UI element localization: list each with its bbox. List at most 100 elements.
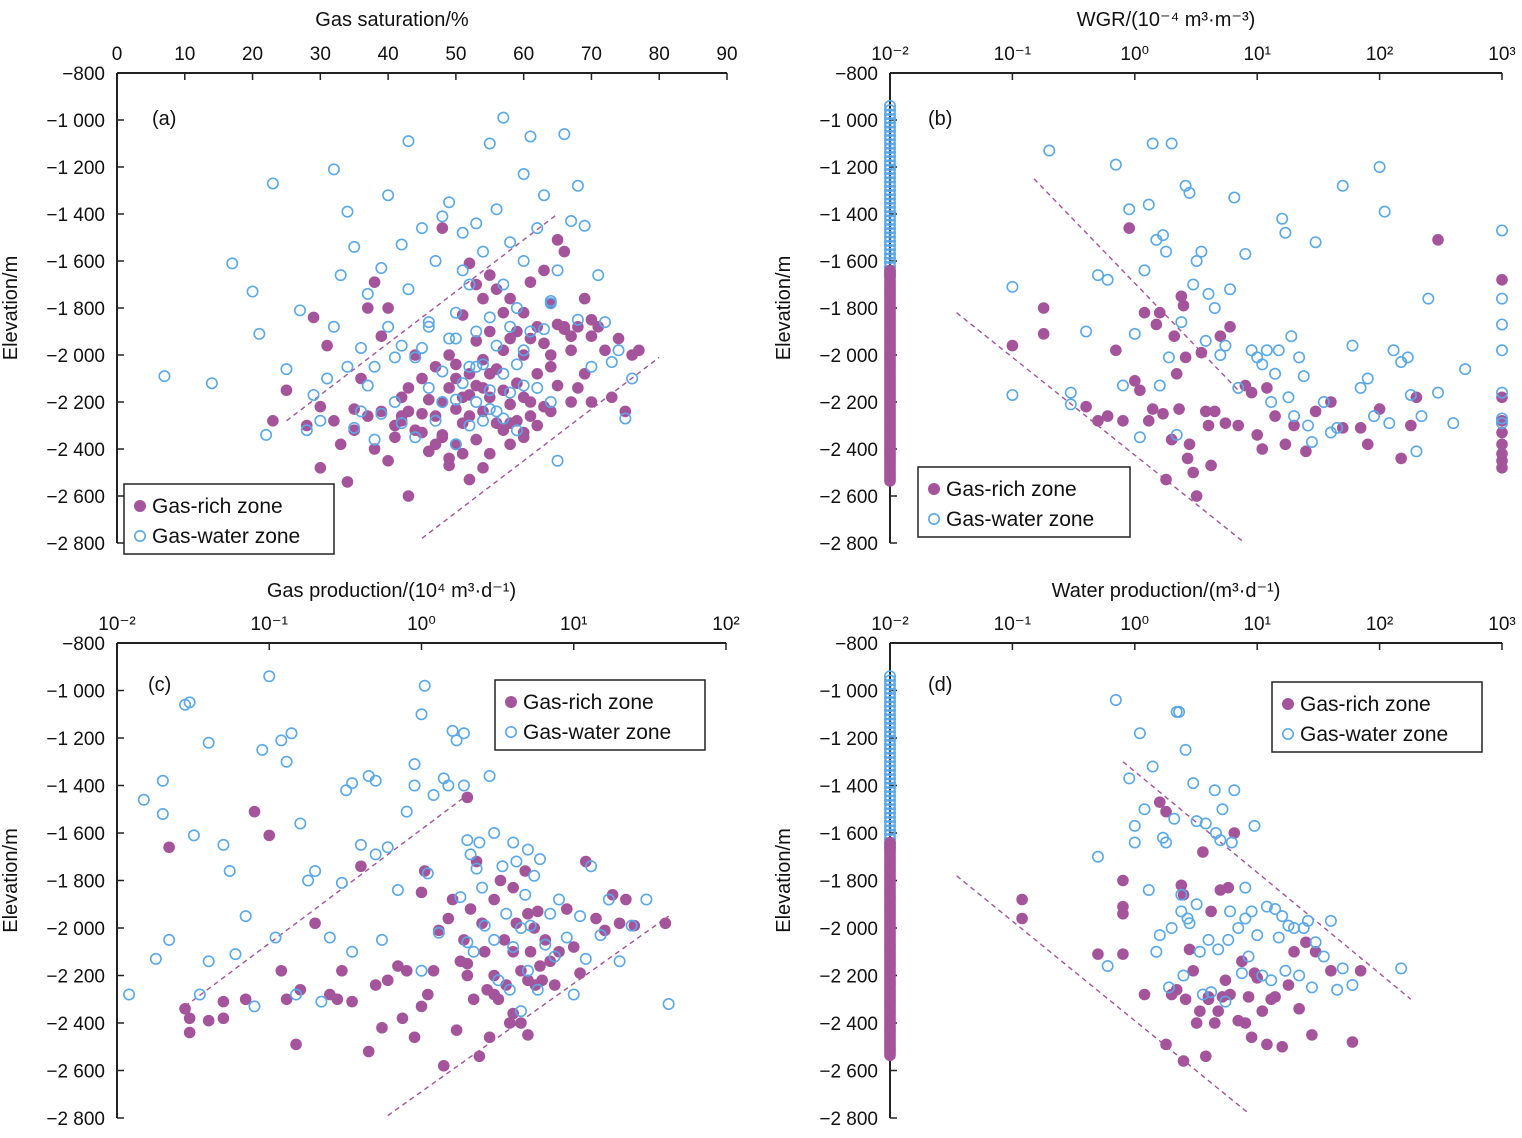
data-point-gas-water (156, 807, 169, 820)
data-point-gas-water (1133, 431, 1146, 444)
data-point-gas-water (1202, 933, 1215, 946)
data-point-gas-water (1324, 914, 1337, 927)
y-tick-label: −2 800 (819, 1109, 878, 1130)
data-point-gas-rich (477, 405, 489, 418)
data-point-gas-water (1331, 983, 1344, 996)
trend-line (956, 312, 1243, 542)
x-tick-label: 80 (649, 44, 670, 65)
data-point-gas-water (1146, 760, 1159, 773)
data-point-gas-water (1276, 910, 1289, 923)
data-point-gas-water (492, 974, 505, 987)
data-point-gas-water (504, 320, 517, 333)
data-point-gas-water (217, 838, 230, 851)
data-point-gas-water (1133, 727, 1146, 740)
data-point-gas-water (883, 717, 896, 730)
data-point-gas-rich (565, 344, 577, 357)
data-point-gas-water (476, 245, 489, 258)
data-point-gas-rich (488, 988, 500, 1001)
data-point-gas-rich (1194, 1005, 1206, 1017)
panel-b: 10⁻² 10⁻¹ 10⁰ 10¹ 10² 10³ −800 −1 000 −1 200 −1 4… (773, 9, 1516, 555)
data-point-gas-rich (463, 257, 476, 270)
data-point-gas-rich (477, 462, 489, 474)
y-tick-label: −1 200 (819, 729, 878, 750)
y-tick-label: −800 (62, 64, 105, 85)
data-point-gas-water (1162, 981, 1175, 994)
data-point-gas-rich (1224, 321, 1236, 333)
x-tick-label: 10⁻¹ (251, 614, 289, 635)
y-tick-label: −2 400 (46, 1014, 105, 1035)
y-tick-label: −800 (62, 634, 105, 655)
data-point-gas-rich (1202, 993, 1215, 1006)
data-point-gas-water (1387, 344, 1400, 357)
data-point-gas-rich (450, 372, 462, 385)
data-point-gas-rich (463, 473, 476, 486)
data-point-gas-water (1175, 888, 1188, 901)
data-point-gas-water (883, 725, 896, 738)
data-point-gas-water (1305, 435, 1318, 448)
data-point-gas-rich (1179, 993, 1192, 1006)
data-point-gas-rich (510, 917, 523, 930)
data-point-gas-water (517, 379, 530, 392)
y-tick-label: −2 600 (46, 487, 105, 508)
data-point-gas-water (408, 779, 421, 792)
data-point-gas-water (1146, 137, 1159, 150)
data-point-gas-water (883, 755, 896, 768)
x-axis-title: Water production/(m³·d⁻¹) (1052, 580, 1281, 602)
y-tick-label: −2 800 (819, 534, 878, 555)
data-point-gas-water (1317, 395, 1330, 408)
data-point-gas-water (1101, 273, 1114, 286)
y-tick-label: −2 400 (819, 1014, 878, 1035)
data-point-gas-water (463, 360, 476, 373)
data-point-gas-water (1260, 344, 1273, 357)
data-point-gas-rich (450, 438, 462, 451)
data-point-gas-rich (473, 1050, 486, 1063)
data-point-gas-water (1128, 836, 1141, 849)
data-point-gas-water (883, 129, 896, 142)
data-point-gas-water (883, 721, 896, 734)
data-point-gas-water (1160, 836, 1173, 849)
data-point-gas-water (1422, 292, 1435, 305)
data-point-gas-rich (179, 1002, 191, 1015)
panel-d: 10⁻² 10⁻¹ 10⁰ 10¹ 10² 10³ −800 −1 000 −1 200 −1 4… (773, 580, 1516, 1130)
data-point-gas-water (1239, 247, 1252, 260)
data-point-gas-rich (436, 396, 449, 408)
data-point-gas-rich (1134, 384, 1146, 397)
data-point-gas-water (537, 323, 550, 336)
legend: Gas-rich zone Gas-water zone (917, 466, 1131, 538)
data-point-gas-water (883, 104, 896, 117)
data-point-gas-water (883, 734, 896, 747)
data-point-gas-water (1091, 269, 1104, 282)
y-tick-label: −1 000 (46, 682, 105, 703)
y-tick-label: −2 000 (46, 346, 105, 367)
data-point-gas-rich (1496, 274, 1508, 286)
data-point-gas-rich (382, 302, 394, 314)
x-tick-label: 10³ (1488, 44, 1515, 65)
data-point-gas-water (205, 377, 218, 390)
y-tick-label: −2 800 (46, 1109, 105, 1130)
data-point-gas-rich (408, 1031, 421, 1044)
data-point-gas-water (246, 285, 259, 298)
data-point-gas-water (375, 933, 388, 946)
data-point-gas-rich (422, 988, 434, 1001)
data-point-gas-water (478, 919, 491, 932)
data-point-gas-rich (572, 382, 584, 394)
x-tick-label: 70 (581, 44, 602, 65)
data-point-gas-rich (375, 330, 388, 343)
data-point-gas-water (1346, 978, 1359, 991)
data-point-gas-rich (381, 974, 394, 987)
data-point-gas-water (497, 367, 510, 380)
data-point-gas-rich (1153, 796, 1166, 808)
panel-label: (d) (928, 674, 952, 696)
data-point-gas-rich (1168, 330, 1181, 343)
data-point-gas-rich (461, 791, 474, 804)
data-point-gas-water (229, 948, 242, 961)
data-point-gas-rich (456, 447, 469, 460)
data-point-gas-water (619, 412, 632, 425)
data-point-gas-water (1367, 410, 1380, 423)
x-tick-label: 60 (513, 44, 534, 65)
data-point-gas-water (368, 360, 381, 373)
legend-label-gas-rich: Gas-rich zone (946, 478, 1077, 501)
x-tick-label: 10⁻² (871, 614, 909, 635)
data-point-gas-water (537, 189, 550, 202)
x-tick-label: 10 (174, 44, 195, 65)
